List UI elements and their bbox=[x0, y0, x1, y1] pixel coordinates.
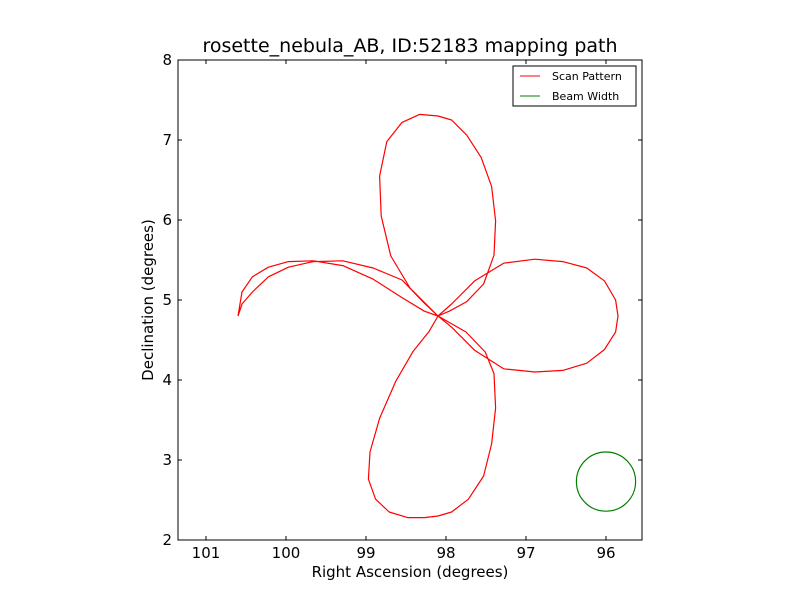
y-axis-label: Declination (degrees) bbox=[139, 219, 157, 381]
x-tick-label: 101 bbox=[192, 544, 221, 562]
x-tick-label: 100 bbox=[272, 544, 301, 562]
y-tick-label: 8 bbox=[162, 51, 172, 69]
x-axis-label: Right Ascension (degrees) bbox=[312, 563, 509, 581]
legend: Scan Pattern Beam Width bbox=[512, 65, 637, 107]
beam-width-circle bbox=[575, 451, 637, 512]
legend-label-beam-width: Beam Width bbox=[552, 90, 619, 103]
y-tick-label: 6 bbox=[162, 211, 172, 229]
x-tick-label: 99 bbox=[356, 544, 375, 562]
y-tick-label: 5 bbox=[162, 291, 172, 309]
chart-title: rosette_nebula_AB, ID:52183 mapping path bbox=[202, 35, 617, 57]
x-tick-label: 98 bbox=[436, 544, 455, 562]
scan-pattern-line bbox=[237, 113, 619, 519]
y-tick-label: 4 bbox=[162, 371, 172, 389]
x-tick-label: 97 bbox=[516, 544, 535, 562]
y-tick-label: 3 bbox=[162, 451, 172, 469]
plot-area bbox=[178, 60, 642, 540]
legend-box bbox=[512, 65, 637, 107]
y-tick-label: 2 bbox=[162, 531, 172, 549]
legend-label-scan-pattern: Scan Pattern bbox=[552, 70, 622, 83]
x-tick-label: 96 bbox=[596, 544, 615, 562]
y-tick-label: 7 bbox=[162, 131, 172, 149]
